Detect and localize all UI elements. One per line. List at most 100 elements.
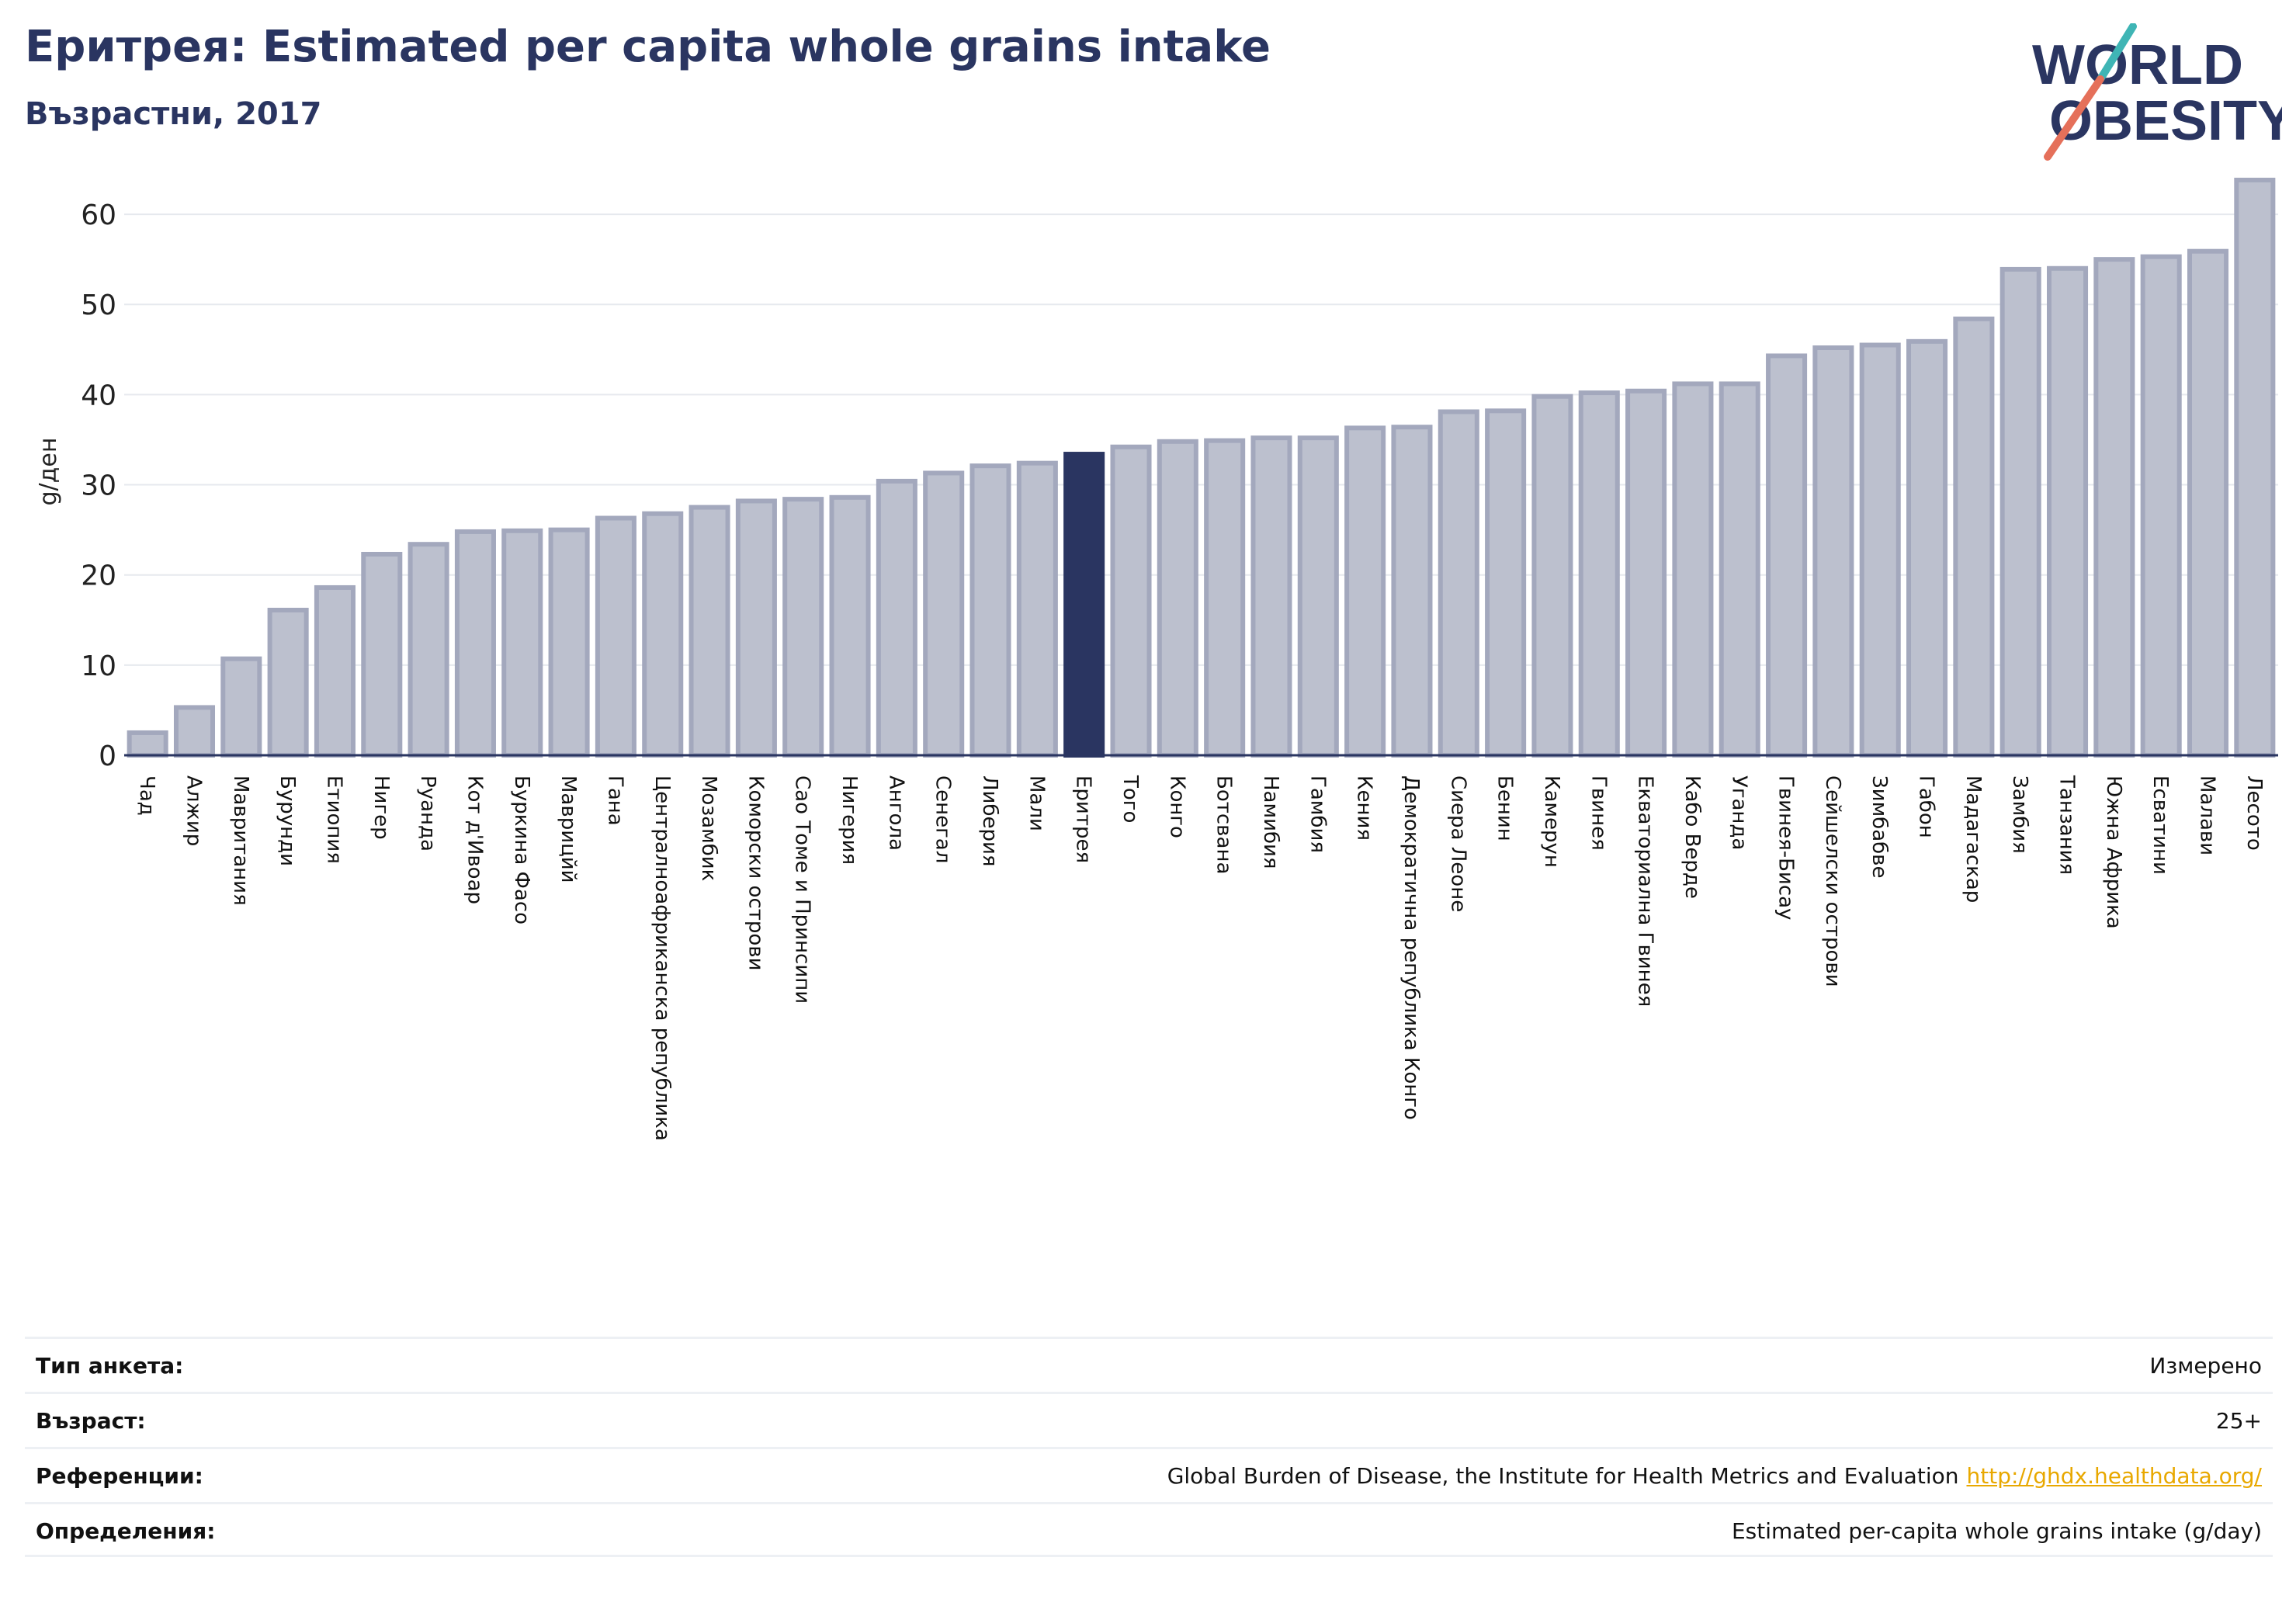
x-tick-label: Замбия <box>2008 775 2031 854</box>
x-tick-label: Сенегал <box>931 775 955 863</box>
info-table: Тип анкета: Измерено Възраст: 25+ Рефере… <box>25 1337 2273 1557</box>
bar <box>688 505 730 758</box>
info-row-references: Референции: Global Burden of Disease, th… <box>25 1447 2273 1502</box>
bar <box>923 470 965 758</box>
bar <box>501 528 543 758</box>
bar <box>1578 390 1620 758</box>
x-tick-label: Того <box>1119 775 1142 823</box>
bar <box>1953 316 1995 758</box>
info-row-definitions: Определения: Estimated per-capita whole … <box>25 1502 2273 1557</box>
definitions-value: Estimated per-capita whole grains intake… <box>1731 1518 2262 1544</box>
bar <box>1812 345 1854 758</box>
x-tick-label: Мавритания <box>229 775 252 906</box>
bar <box>1719 381 1760 758</box>
x-tick-label: Зимбабве <box>1868 775 1891 879</box>
bar <box>408 542 449 758</box>
age-label: Възраст: <box>36 1408 146 1434</box>
bar <box>1157 439 1198 758</box>
x-tick-label: Габон <box>1915 775 1938 838</box>
bar <box>173 705 216 758</box>
bar <box>1344 425 1386 758</box>
bar <box>1485 408 1527 758</box>
references-value: Global Burden of Disease, the Institute … <box>1167 1463 2262 1489</box>
x-tick-label: Еритрея <box>1072 775 1095 863</box>
chart-title: Еритрея: Estimated per capita whole grai… <box>25 22 1271 72</box>
x-tick-label: Маврицйй <box>557 775 580 883</box>
y-tick-label: 30 <box>81 470 116 502</box>
bar <box>595 515 636 758</box>
x-tick-label: Бенин <box>1493 775 1517 841</box>
x-tick-label: Гана <box>603 775 626 826</box>
bar <box>1391 425 1433 758</box>
bar <box>454 529 496 758</box>
bar <box>361 551 403 758</box>
x-tick-label: Южна Африка <box>2102 775 2125 929</box>
x-tick-label: Ангола <box>884 775 907 851</box>
x-tick-label: Мадагаскар <box>1961 775 1985 903</box>
x-tick-label: Танзания <box>2055 775 2079 875</box>
x-tick-label: Лесото <box>2242 775 2266 851</box>
x-tick-label: Етиопия <box>322 775 345 864</box>
info-row-age: Възраст: 25+ <box>25 1392 2273 1447</box>
bar <box>1110 444 1152 758</box>
bar <box>1204 438 1246 758</box>
bar <box>127 730 168 758</box>
y-tick-label: 50 <box>81 290 116 321</box>
x-tick-label: Демократична република Конго <box>1399 775 1423 1120</box>
x-tick-label: Ботсвана <box>1212 775 1236 874</box>
bar <box>220 656 262 758</box>
bar <box>829 494 871 758</box>
x-tick-label: Либерия <box>978 775 1001 867</box>
x-tick-label: Малави <box>2196 775 2219 855</box>
y-tick-label: 20 <box>81 560 116 592</box>
bar <box>2140 254 2182 758</box>
x-tick-label: Мали <box>1025 775 1048 831</box>
x-tick-label: Екваториална Гвинея <box>1634 775 1657 1007</box>
x-tick-label: Централноафриканска република <box>650 775 674 1141</box>
bar <box>2234 177 2276 758</box>
y-tick-label: 10 <box>81 650 116 682</box>
x-tick-label: Коморски острови <box>744 775 767 971</box>
y-tick-label: 0 <box>99 741 116 772</box>
survey-type-label: Тип анкета: <box>36 1353 184 1379</box>
bar <box>1672 381 1714 758</box>
bar <box>2187 248 2229 758</box>
x-tick-label: Кабо Верде <box>1680 775 1704 899</box>
references-link[interactable]: http://ghdx.healthdata.org/ <box>1966 1463 2262 1489</box>
bar <box>1016 460 1058 758</box>
bar <box>548 527 590 758</box>
bar <box>1531 394 1573 758</box>
logo-text-world: WORLD <box>2032 34 2243 96</box>
bar <box>1625 388 1667 758</box>
x-tick-label: Бурунди <box>276 775 299 866</box>
definitions-label: Определения: <box>36 1518 216 1544</box>
x-tick-label: Чад <box>135 775 158 816</box>
x-tick-label: Уганда <box>1727 775 1750 850</box>
x-tick-label: Алжир <box>182 775 205 846</box>
bar <box>735 498 777 758</box>
bar <box>314 584 355 758</box>
x-tick-label: Есватини <box>2149 775 2172 875</box>
y-axis-label: g/ден <box>35 438 62 506</box>
bar <box>1438 409 1479 758</box>
x-tick-label: Буркина Фасо <box>510 775 533 924</box>
bar <box>876 478 917 758</box>
info-row-survey-type: Тип анкета: Измерено <box>25 1337 2273 1392</box>
bar <box>1766 353 1808 758</box>
bar <box>1906 338 1948 758</box>
bar <box>969 463 1011 758</box>
bar <box>267 607 309 758</box>
x-tick-label: Мозамбик <box>697 775 720 881</box>
bar <box>1250 435 1292 758</box>
bar <box>1297 435 1339 758</box>
x-tick-label: Кот д'Ивоар <box>463 775 486 904</box>
x-tick-label: Сейшелски острови <box>1821 775 1844 987</box>
x-tick-label: Нигер <box>369 775 393 840</box>
x-tick-label: Сао Томе и Принсипи <box>791 775 814 1004</box>
x-tick-label: Гвинея <box>1587 775 1610 851</box>
world-obesity-logo: WORLD OBESITY <box>2032 23 2282 161</box>
bar <box>1859 342 1901 758</box>
bar <box>642 511 684 758</box>
y-tick-label: 60 <box>81 199 116 231</box>
bar-chart: 0 10 20 30 40 50 60 g/ден Чад Алжир Мавритания Буру… <box>35 177 2278 1141</box>
